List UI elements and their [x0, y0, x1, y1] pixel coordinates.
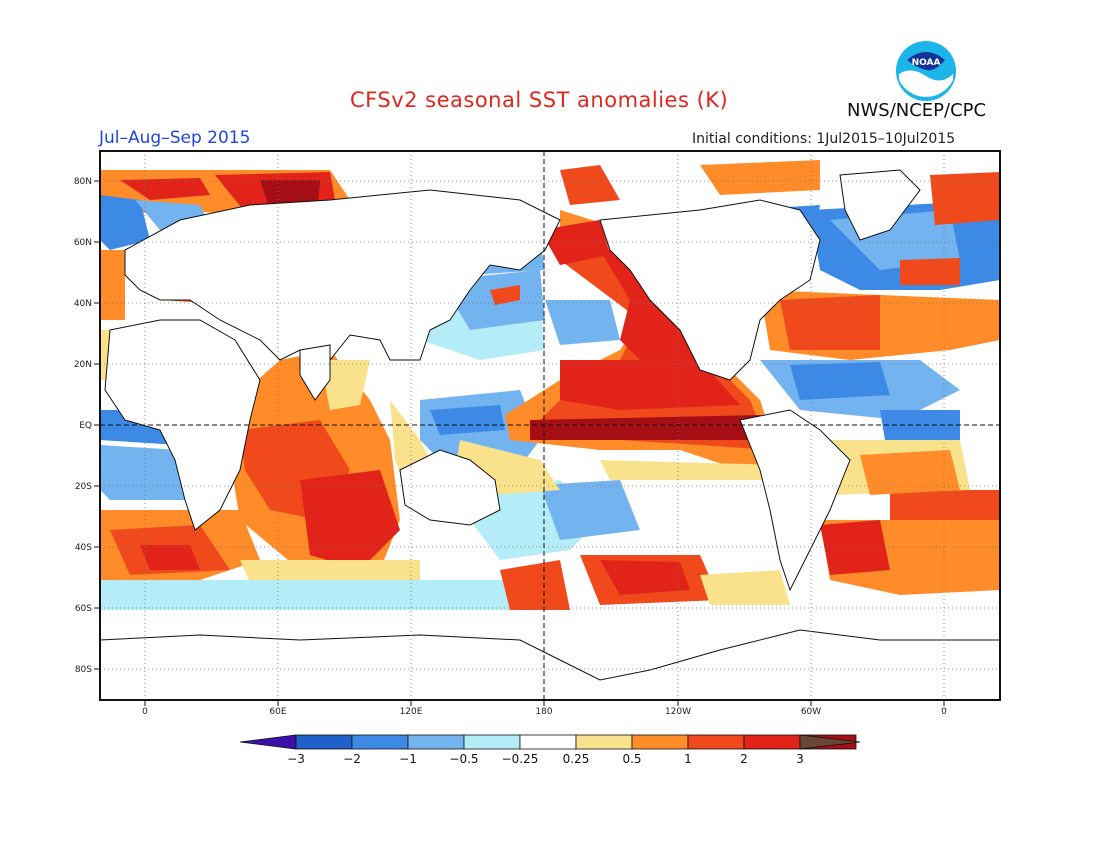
lat-tick-label: 20S [75, 482, 92, 492]
colorbar-label: 0.25 [563, 752, 590, 766]
lat-tick-label: 60S [75, 604, 92, 614]
season-label: Jul–Aug–Sep 2015 [99, 128, 251, 148]
initial-conditions-label: Initial conditions: 1Jul2015–10Jul2015 [692, 131, 956, 147]
colorbar-swatch [631, 734, 689, 750]
colorbar-swatch [295, 734, 353, 750]
lat-tick-label: 20N [74, 360, 92, 370]
colorbar-swatch [463, 734, 521, 750]
colorbar-label: 1 [684, 752, 692, 766]
agency-label: NWS/NCEP/CPC [847, 100, 987, 121]
colorbar-swatch [743, 734, 801, 750]
lat-tick-label: 60N [74, 238, 92, 248]
map-title: CFSv2 seasonal SST anomalies (K) [350, 88, 729, 112]
continents [100, 169, 1000, 700]
lon-tick-labels: 0 60E 120E 180 120W 60W 0 [142, 707, 947, 717]
colorbar-swatch [575, 734, 633, 750]
lat-tick-marks [94, 180, 100, 670]
lat-tick-label: 80N [74, 177, 92, 187]
reference-lines [100, 151, 1000, 700]
lat-tick-label: 40N [74, 299, 92, 309]
logo-text: NOAA [912, 58, 941, 68]
lon-tick-label: 120W [665, 707, 691, 717]
colorbar-label: −2 [343, 752, 361, 766]
lon-tick-marks [144, 700, 945, 706]
colorbar-labels: −3 −2 −1 −0.5 −0.25 0.25 0.5 1 2 3 [287, 752, 804, 766]
colorbar-max-arrow [799, 734, 861, 750]
colorbar-label: 2 [740, 752, 748, 766]
colorbar-label: −3 [287, 752, 305, 766]
lon-tick-label: 0 [142, 707, 148, 717]
colorbar-label: −0.25 [502, 752, 539, 766]
colorbar-min-arrow [239, 734, 297, 750]
lon-tick-label: 60E [269, 707, 286, 717]
colorbar-boxes [295, 734, 857, 750]
colorbar-label: −1 [399, 752, 417, 766]
noaa-logo: NOAA [896, 41, 956, 101]
colorbar-swatch [519, 734, 577, 750]
anomaly-field [100, 160, 1000, 700]
colorbar-label: 3 [796, 752, 804, 766]
colorbar-swatch [351, 734, 409, 750]
colorbar-label: 0.5 [622, 752, 641, 766]
lon-tick-label: 0 [941, 707, 947, 717]
colorbar-swatch [407, 734, 465, 750]
lat-tick-label: 40S [75, 543, 92, 553]
lat-tick-label: 80S [75, 665, 92, 675]
lat-tick-labels: 80N 60N 40N 20N EQ 20S 40S 60S 80S [74, 177, 92, 675]
lat-tick-label: EQ [79, 421, 92, 431]
lon-tick-label: 180 [535, 707, 552, 717]
colorbar: −3 −2 −1 −0.5 −0.25 0.25 0.5 1 2 3 [239, 734, 861, 766]
colorbar-label: −0.5 [449, 752, 478, 766]
lon-tick-label: 60W [801, 707, 821, 717]
colorbar-swatch [687, 734, 745, 750]
lon-tick-label: 120E [400, 707, 423, 717]
